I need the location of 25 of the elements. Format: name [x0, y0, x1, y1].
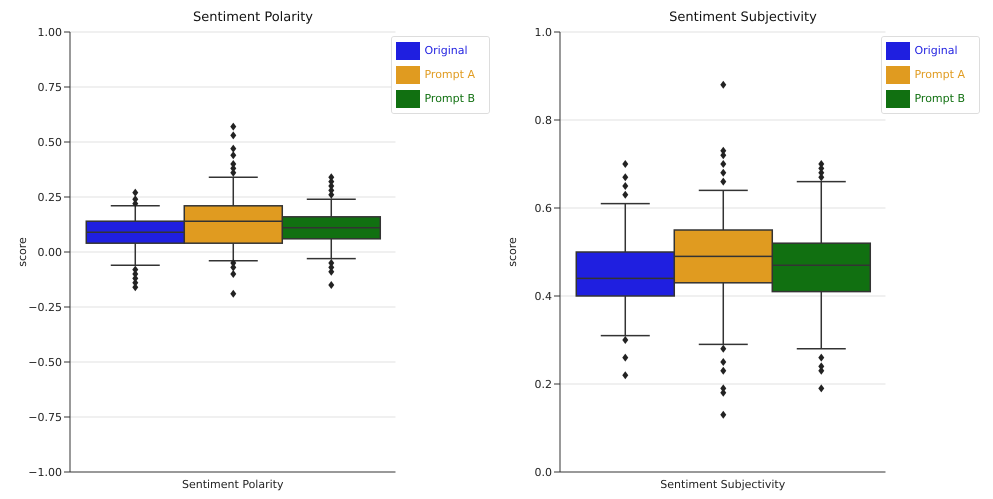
y-tick-label: −0.25 [28, 300, 62, 314]
y-tick-label: −0.75 [28, 410, 62, 424]
y-axis-title: score [16, 236, 29, 267]
legend-label: Original [914, 44, 958, 58]
chart-title: Sentiment Polarity [193, 10, 313, 25]
y-tick-label: 0.0 [534, 466, 552, 479]
legend-label: Original [424, 44, 468, 58]
y-tick-label: 0.2 [534, 378, 552, 391]
y-tick-label: 0.8 [534, 114, 552, 127]
chart-title: Sentiment Subjectivity [669, 10, 817, 25]
y-tick-label: −0.50 [28, 356, 62, 369]
legend-label: Prompt A [914, 68, 965, 82]
y-tick-label: 0.4 [534, 290, 552, 303]
legend-label: Prompt A [424, 68, 475, 82]
y-tick-label: 0.00 [38, 246, 62, 259]
y-tick-label: 0.25 [38, 190, 62, 204]
legend-label: Prompt B [914, 92, 965, 106]
y-tick-label: 1.0 [534, 26, 552, 39]
y-tick-label: 1.00 [38, 26, 62, 39]
y-axis-title: score [506, 236, 519, 267]
y-tick-label: 0.75 [38, 80, 62, 94]
y-tick-label: 0.6 [534, 202, 552, 215]
legend-label: Prompt B [424, 92, 475, 106]
y-tick-label: −1.00 [28, 466, 62, 479]
y-tick-label: 0.50 [38, 136, 62, 149]
